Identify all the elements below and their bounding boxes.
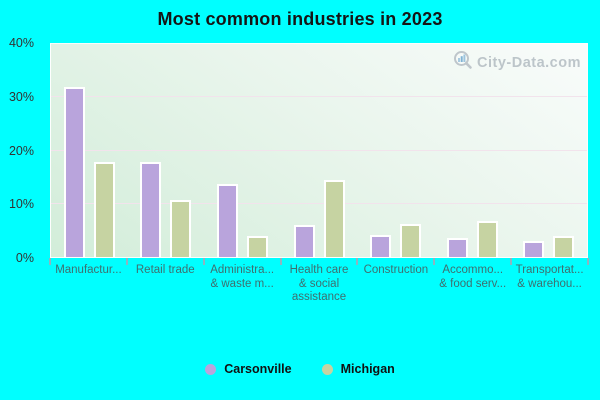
bar-carsonville [370,235,392,257]
bar-group [51,44,128,257]
x-tick [356,258,359,265]
x-category-label: Retail trade [135,264,195,276]
bar-carsonville [293,225,315,257]
bar-carsonville [446,237,468,257]
plot-area: City-Data.com [50,43,588,258]
legend-dot-icon [321,363,333,375]
bar-michigan [553,236,575,257]
bar-michigan [93,161,115,257]
bar-group [357,44,434,257]
gridline [51,96,587,98]
bar-michigan [170,199,192,257]
legend-label: Carsonville [224,362,292,376]
x-tick [279,258,282,265]
bar-group [434,44,511,257]
bar-group [281,44,358,257]
gridline [51,149,587,151]
x-tick [202,258,205,265]
bar-carsonville [63,86,85,257]
x-category-label: Accommo... & food serv... [439,264,507,290]
bar-michigan [323,180,345,257]
watermark[interactable]: City-Data.com [452,50,581,75]
chart-title: Most common industries in 2023 [157,9,443,29]
bar-carsonville [523,241,545,257]
x-category-label: Manufactur... [55,264,122,276]
watermark-text: City-Data.com [477,54,581,71]
bar-groups [51,44,587,257]
bar-michigan [400,224,422,257]
y-tick-label: 10% [8,197,34,212]
legend-dot-icon [205,363,217,375]
legend-item-michigan: Michigan [321,362,395,376]
bar-michigan [246,236,268,257]
y-tick-label: 30% [8,89,34,104]
y-tick-label: 0% [15,251,34,265]
bar-group [510,44,587,257]
y-tick-label: 20% [8,143,34,158]
x-tick [433,258,436,265]
x-category-label: Construction [363,264,429,276]
bar-carsonville [140,161,162,257]
y-tick-label: 40% [8,36,34,50]
x-category-label: Administra... & waste m... [210,264,275,290]
magnifier-bars-logo-icon [452,50,474,75]
x-tick [510,258,513,265]
legend-item-carsonville: Carsonville [205,362,292,376]
bar-michigan [476,221,498,257]
x-tick [125,258,128,265]
bar-carsonville [216,183,238,257]
x-category-label: Transportat... & warehou... [515,264,584,290]
x-axis-category-labels: Manufactur... Retail trade Administra... & … [50,264,588,305]
x-category-label: Health care & social assistance [289,264,349,303]
x-tick [49,258,51,265]
legend-label: Michigan [340,362,395,376]
x-tick [587,258,589,265]
bar-group [204,44,281,257]
gridline [51,202,587,204]
chart-legend: Carsonville Michigan [0,362,600,376]
bar-group [128,44,205,257]
